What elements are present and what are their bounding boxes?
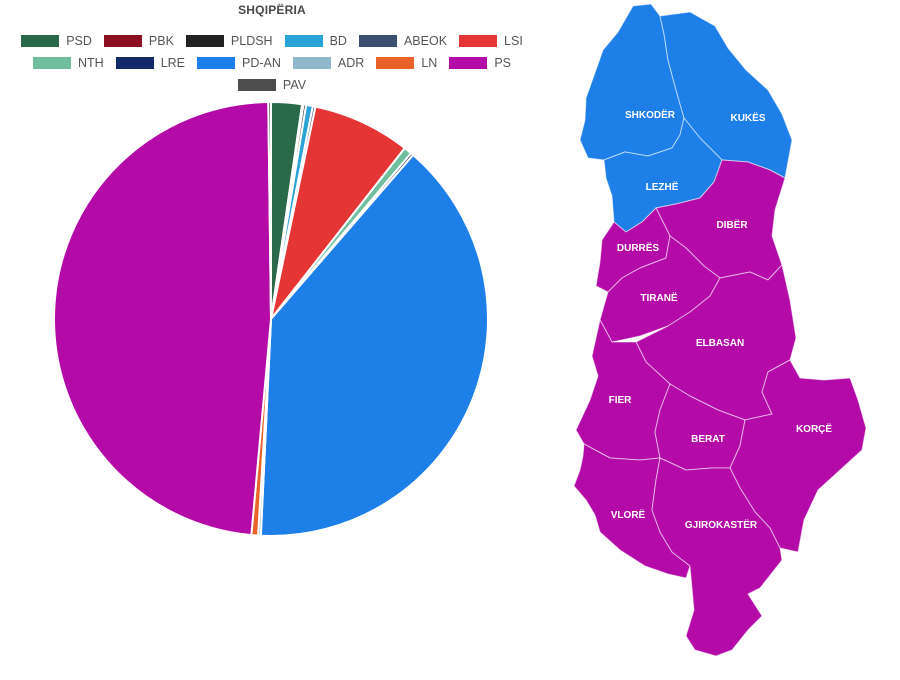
legend-swatch xyxy=(292,57,331,69)
region-label-diber: DIBËR xyxy=(716,218,748,231)
legend-item-pd-an[interactable]: PD-AN xyxy=(197,54,281,72)
legend-item-lre[interactable]: LRE xyxy=(115,54,186,72)
legend-swatch xyxy=(32,57,71,69)
legend-swatch xyxy=(459,35,498,47)
legend-swatch xyxy=(197,57,236,69)
legend-label: PLDSH xyxy=(230,34,273,48)
legend-swatch xyxy=(376,57,415,69)
region-label-gjirokaster: GJIROKASTËR xyxy=(685,518,758,531)
legend-item-psd[interactable]: PSD xyxy=(21,32,92,50)
legend-item-abeok[interactable]: ABEOK xyxy=(358,32,448,50)
pie-slice-pd-an[interactable] xyxy=(259,154,489,537)
legend-label: PS xyxy=(494,56,511,70)
legend-swatch xyxy=(237,79,276,91)
chart-legend: PSD PBK PLDSH BD ABEOK LSI NTH LRE PD-AN ADR LN PS P… xyxy=(14,32,530,94)
region-tirane[interactable] xyxy=(599,235,721,343)
chart-title: SHQIPËRIA xyxy=(238,3,306,17)
legend-swatch xyxy=(115,57,154,69)
legend-item-nth[interactable]: NTH xyxy=(32,54,104,72)
region-label-korce: KORÇË xyxy=(796,422,832,435)
region-gjirokaster[interactable] xyxy=(651,457,783,657)
legend-label: BD xyxy=(329,34,347,48)
legend-swatch xyxy=(21,35,60,47)
legend-label: ABEOK xyxy=(403,34,448,48)
legend-item-pav[interactable]: PAV xyxy=(237,76,307,94)
legend-label: LN xyxy=(421,56,438,70)
legend-item-ln[interactable]: LN xyxy=(376,54,437,72)
region-label-durres: DURRËS xyxy=(617,241,660,254)
legend-item-bd[interactable]: BD xyxy=(284,32,347,50)
legend-swatch xyxy=(185,35,224,47)
legend-item-pbk[interactable]: PBK xyxy=(103,32,174,50)
region-label-kukes: KUKËS xyxy=(730,111,765,124)
region-label-berat: BERAT xyxy=(691,434,725,445)
region-label-elbasan: ELBASAN xyxy=(696,338,744,349)
pie-slice-ps[interactable] xyxy=(53,101,272,537)
region-label-vlore: VLORË xyxy=(611,508,646,521)
legend-swatch xyxy=(284,35,323,47)
region-label-shkoder: SHKODËR xyxy=(625,108,676,121)
legend-item-ps[interactable]: PS xyxy=(449,54,511,72)
legend-swatch xyxy=(449,57,488,69)
legend-label: NTH xyxy=(77,56,104,70)
region-label-fier: FIER xyxy=(609,395,633,406)
pie-slice-lsi[interactable] xyxy=(270,105,406,320)
legend-swatch xyxy=(103,35,142,47)
pie-chart xyxy=(53,100,489,537)
legend-label: PSD xyxy=(66,34,92,48)
region-map: SHKODËR KUKËS LEZHË DIBËR DURRËS TIRANË … xyxy=(573,3,867,657)
legend-label: ADR xyxy=(337,56,365,70)
region-label-tirane: TIRANË xyxy=(640,291,678,304)
legend-label: PAV xyxy=(282,78,307,92)
region-label-lezhe: LEZHË xyxy=(646,180,679,193)
legend-item-pldsh[interactable]: PLDSH xyxy=(185,32,273,50)
legend-label: PBK xyxy=(148,34,174,48)
legend-swatch xyxy=(358,35,397,47)
legend-label: LRE xyxy=(160,56,186,70)
legend-item-lsi[interactable]: LSI xyxy=(459,32,523,50)
legend-label: LSI xyxy=(504,34,523,48)
pie-slice-pav[interactable] xyxy=(267,100,272,320)
legend-label: PD-AN xyxy=(242,56,281,70)
legend-item-adr[interactable]: ADR xyxy=(292,54,365,72)
